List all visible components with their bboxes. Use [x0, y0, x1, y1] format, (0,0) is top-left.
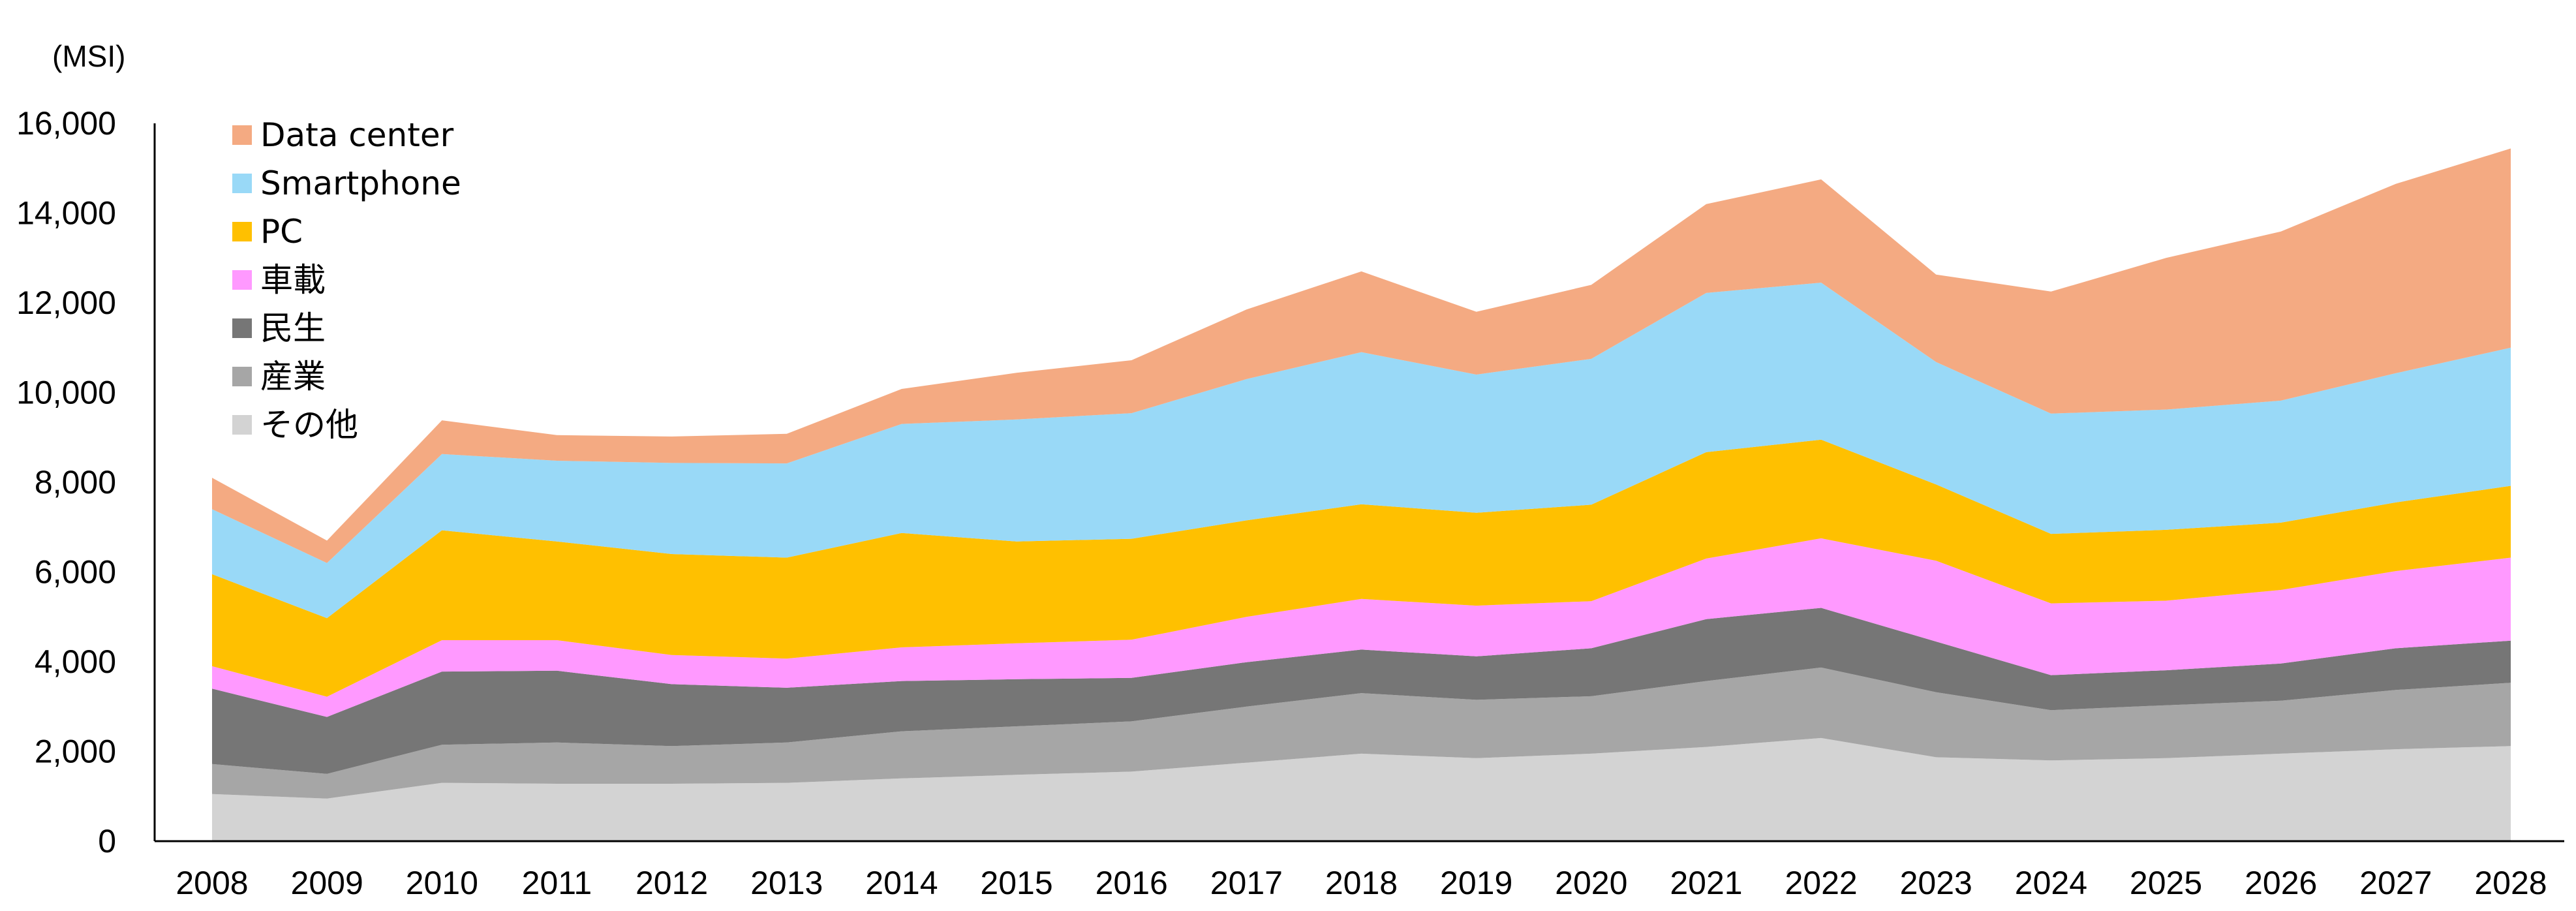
x-tick-label: 2022 [1785, 865, 1857, 901]
legend-swatch [232, 318, 252, 338]
legend-label: 車載 [260, 261, 326, 299]
area-series-group [212, 148, 2511, 841]
x-tick-labels: 2008 2009 2010 2011 2012 2013 2014 2015 2016 2017… [176, 865, 2547, 901]
x-tick-label: 2025 [2130, 865, 2202, 901]
x-tick-label: 2018 [1325, 865, 1398, 901]
x-tick-label: 2020 [1555, 865, 1627, 901]
area-automotive [212, 538, 2511, 717]
unit-label: (MSI) [52, 39, 125, 73]
x-tick-label: 2008 [176, 865, 248, 901]
legend-item-other: その他 [232, 406, 358, 444]
area-pc [212, 439, 2511, 697]
area-data-center [212, 148, 2511, 563]
legend-label: Smartphone [260, 164, 461, 202]
x-tick-label: 2009 [291, 865, 363, 901]
legend-swatch [232, 270, 252, 290]
legend-label: その他 [260, 406, 358, 444]
legend-swatch [232, 174, 252, 193]
x-tick-label: 2015 [980, 865, 1052, 901]
legend-item-industrial: 産業 [232, 358, 326, 395]
x-tick-label: 2026 [2245, 865, 2317, 901]
y-tick-label: 2,000 [35, 733, 116, 770]
axes-group [153, 123, 2564, 842]
legend-item-pc: PC [232, 213, 303, 251]
area-smartphone [212, 283, 2511, 619]
x-tick-label: 2017 [1210, 865, 1283, 901]
legend-label: 産業 [260, 358, 326, 395]
x-tick-label: 2012 [636, 865, 708, 901]
area-other [212, 737, 2511, 841]
x-tick-label: 2024 [2015, 865, 2087, 901]
legend-label: PC [260, 213, 303, 251]
legend-item-consumer: 民生 [232, 309, 326, 347]
legend-swatch [232, 125, 252, 145]
x-tick-label: 2021 [1670, 865, 1742, 901]
y-tick-label: 12,000 [16, 285, 116, 321]
x-tick-label: 2019 [1440, 865, 1512, 901]
legend-swatch [232, 415, 252, 435]
y-tick-label: 0 [98, 823, 116, 859]
area-industrial [212, 667, 2511, 799]
legend-swatch [232, 222, 252, 241]
x-tick-label: 2027 [2359, 865, 2432, 901]
x-tick-label: 2028 [2474, 865, 2547, 901]
legend-label: Data center [260, 116, 454, 154]
legend-label: 民生 [260, 309, 326, 347]
y-tick-label: 4,000 [35, 643, 116, 680]
y-tick-label: 10,000 [16, 375, 116, 411]
legend-item-smartphone: Smartphone [232, 164, 461, 202]
y-tick-label: 6,000 [35, 554, 116, 591]
y-tick-labels: 0 2,000 4,000 6,000 8,000 10,000 12,000 14,000 1… [16, 105, 116, 859]
x-tick-label: 2010 [406, 865, 478, 901]
y-tick-label: 16,000 [16, 105, 116, 142]
area-consumer [212, 608, 2511, 774]
y-tick-label: 8,000 [35, 464, 116, 501]
legend-swatch [232, 367, 252, 386]
x-tick-label: 2016 [1096, 865, 1168, 901]
x-tick-label: 2023 [1900, 865, 1972, 901]
x-tick-label: 2011 [522, 865, 592, 901]
x-tick-label: 2013 [750, 865, 823, 901]
y-tick-label: 14,000 [16, 195, 116, 232]
legend-item-data-center: Data center [232, 116, 454, 154]
legend-item-automotive: 車載 [232, 261, 326, 299]
x-tick-label: 2014 [865, 865, 938, 901]
